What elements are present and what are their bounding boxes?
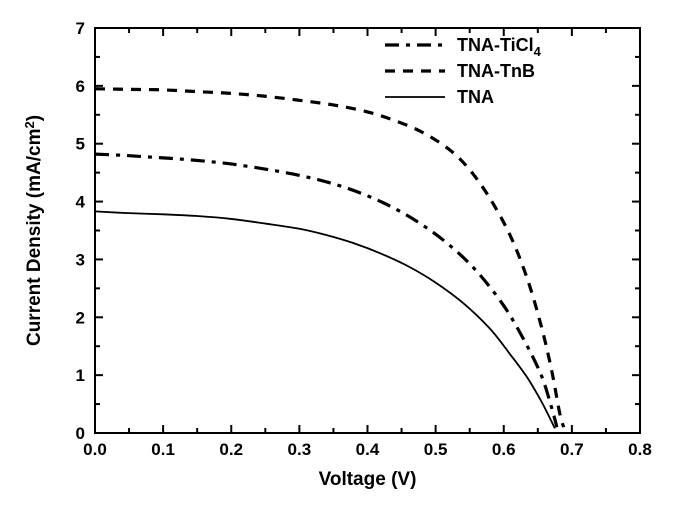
iv-curve-chart: 0.0 0.1 0.2 0.3 0.4 0.5 0.6 0.7 0.8 0 1 2 3 4 5 6 7 Volta… xyxy=(0,0,685,508)
x-tick-label: 0.5 xyxy=(424,440,448,459)
y-tick-label: 1 xyxy=(76,366,85,385)
y-tick-label: 6 xyxy=(76,77,85,96)
x-tick-label: 0.8 xyxy=(628,440,652,459)
x-tick-label: 0.1 xyxy=(151,440,175,459)
x-tick-label: 0.6 xyxy=(492,440,516,459)
x-tick-label: 0.0 xyxy=(83,440,107,459)
legend-label-tnb: TNA-TnB xyxy=(457,61,535,81)
y-tick-label: 5 xyxy=(76,135,85,154)
y-tick-label: 2 xyxy=(76,308,85,327)
x-tick-label: 0.3 xyxy=(288,440,312,459)
x-tick-label: 0.2 xyxy=(219,440,243,459)
x-tick-label: 0.4 xyxy=(356,440,380,459)
y-tick-label: 0 xyxy=(76,424,85,443)
legend-label-tna: TNA xyxy=(457,87,494,107)
x-axis-title: Voltage (V) xyxy=(319,469,417,490)
series-tna xyxy=(95,211,555,428)
series-ticl4 xyxy=(95,154,557,427)
y-axis-title: Current Density (mA/cm2) xyxy=(22,115,45,346)
legend-label-ticl4: TNA-TiCl4 xyxy=(457,35,542,59)
chart-svg: 0.0 0.1 0.2 0.3 0.4 0.5 0.6 0.7 0.8 0 1 2 3 4 5 6 7 Volta… xyxy=(0,0,685,508)
y-tick-label: 3 xyxy=(76,250,85,269)
x-tick-label: 0.7 xyxy=(560,440,584,459)
series-tnb xyxy=(95,89,564,427)
y-tick-label: 4 xyxy=(76,193,86,212)
y-tick-label: 7 xyxy=(76,19,85,38)
plot-frame xyxy=(95,28,640,433)
